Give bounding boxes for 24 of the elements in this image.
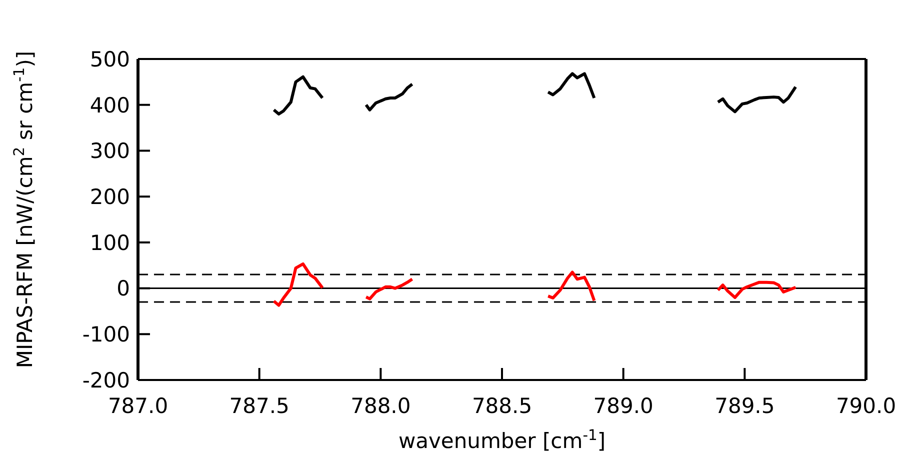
y-tick-label: 400 [90,93,130,118]
x-tick-label: 787.0 [108,394,168,418]
y-tick-label: 100 [90,230,130,255]
line-series [272,262,324,307]
y-tick-label: -200 [82,368,130,392]
x-tick-label: 788.0 [350,394,411,418]
y-tick-label: 0 [116,276,130,301]
y-tick-label: -100 [82,322,130,347]
line-series [716,85,798,114]
x-tick-label: 787.5 [229,394,290,418]
x-tick-label: 788.5 [472,394,532,418]
x-axis-title: wavenumber [cm$^{-1}$] [398,426,606,453]
line-series [546,72,596,100]
y-tick-label: 200 [90,185,130,210]
line-series [364,82,414,112]
y-tick-label: 300 [90,139,130,164]
x-tick-label: 789.5 [714,394,775,418]
x-tick-label: 789.0 [593,394,654,418]
line-series [716,280,798,299]
line-series [546,270,596,302]
x-tick-label: 790.0 [836,394,896,418]
line-series [364,278,414,300]
y-tick-label: 500 [90,47,130,72]
line-series [272,75,324,116]
